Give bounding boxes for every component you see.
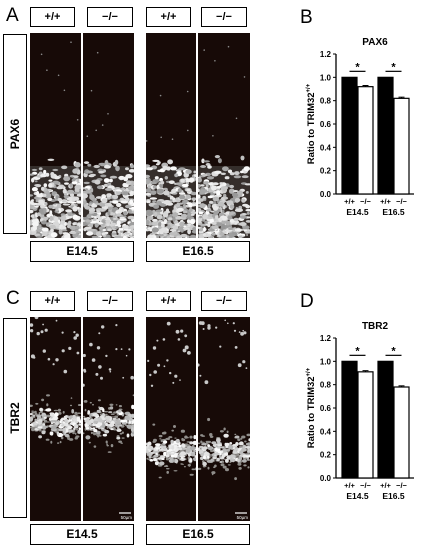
- significance-star: *: [355, 345, 360, 357]
- genotype-label-wt-e16: +/+: [146, 7, 191, 27]
- bar-label: +/+: [380, 481, 391, 490]
- significance-star: *: [391, 61, 396, 73]
- scale-bar-label: 50µm: [121, 232, 133, 237]
- bar-chart-pax6: PAX6 Ratio to TRIM32+/+ 0.0 0.2 0.4 0.6 0.8 1.0…: [306, 37, 414, 217]
- marker-label-tbr2: TBR2: [3, 318, 27, 518]
- bar-label: +/+: [344, 481, 355, 490]
- y-axis-label: Ratio to TRIM32+/+: [306, 83, 317, 164]
- y-tick-label: 0.2: [320, 167, 332, 176]
- y-axis-label: Ratio to TRIM32+/+: [306, 367, 317, 448]
- bar: [377, 360, 394, 479]
- micrograph-tbr2-wt-e14: [30, 317, 81, 521]
- bar: [341, 360, 358, 479]
- bar: [377, 76, 394, 195]
- panel-label-b: B: [300, 7, 313, 28]
- genotype-label-ko-e14: −/−: [87, 7, 133, 27]
- chart-title: TBR2: [362, 321, 389, 332]
- genotype-label-ko-e14: −/−: [87, 291, 133, 311]
- y-tick-label: 1.0: [320, 357, 332, 366]
- micrograph-tbr2-ko-e16: 50µm: [198, 317, 250, 521]
- y-tick-label: 1.2: [320, 50, 332, 59]
- micrograph-tbr2-ko-e14: 50µm: [83, 317, 134, 521]
- y-tick-label: 0.0: [320, 190, 332, 199]
- significance-star: *: [391, 345, 396, 357]
- scale-bar-label: 50µm: [237, 232, 249, 237]
- y-tick-label: 0.0: [320, 474, 332, 483]
- bar-label: +/+: [344, 197, 355, 206]
- scale-bar-label: 50µm: [237, 515, 249, 520]
- y-tick-label: 0.8: [320, 97, 332, 106]
- genotype-label-wt-e14: +/+: [30, 7, 75, 27]
- bar-label: −/−: [360, 481, 371, 490]
- y-tick-label: 0.4: [320, 143, 332, 152]
- y-tick-label: 0.6: [320, 404, 332, 413]
- chart-title: PAX6: [362, 37, 388, 48]
- significance-star: *: [355, 61, 360, 73]
- micrograph-pax6-wt-e14: [30, 33, 81, 238]
- genotype-label-wt-e16: +/+: [146, 291, 191, 311]
- age-label-e14: E14.5: [30, 524, 134, 545]
- micrograph-tbr2-wt-e16: [146, 317, 196, 521]
- micrograph-pax6-ko-e16: 50µm: [198, 33, 250, 238]
- genotype-label-wt-e14: +/+: [30, 291, 75, 311]
- micrograph-pax6-ko-e14: 50µm: [83, 33, 134, 238]
- bar: [341, 76, 358, 195]
- y-tick-label: 0.2: [320, 451, 332, 460]
- bar-chart-tbr2: TBR2 Ratio to TRIM32+/+ 0.0 0.2 0.4 0.6 0.8 1.0…: [306, 321, 414, 501]
- panel-label-a: A: [6, 5, 19, 26]
- group-label: E16.5: [382, 491, 404, 501]
- y-tick-label: 0.4: [320, 427, 332, 436]
- y-axis-label-superscript: +/+: [306, 83, 312, 92]
- age-label-e14: E14.5: [30, 241, 134, 262]
- group-label: E14.5: [346, 207, 368, 217]
- bar-label: −/−: [360, 197, 371, 206]
- genotype-label-ko-e16: −/−: [201, 291, 247, 311]
- age-label-e16: E16.5: [146, 241, 250, 262]
- genotype-label-ko-e16: −/−: [201, 7, 247, 27]
- micrograph-pax6-wt-e16: [146, 33, 196, 238]
- y-axis-label-superscript: +/+: [306, 367, 312, 376]
- bar: [357, 86, 374, 195]
- panel-label-c: C: [6, 288, 20, 309]
- bar-label: −/−: [396, 197, 407, 206]
- bar: [393, 97, 410, 195]
- bar: [357, 371, 374, 479]
- group-label: E14.5: [346, 491, 368, 501]
- marker-label-pax6: PAX6: [3, 34, 27, 234]
- y-tick-label: 0.6: [320, 120, 332, 129]
- bar-label: +/+: [380, 197, 391, 206]
- scale-bar-label: 50µm: [121, 515, 133, 520]
- age-label-e16: E16.5: [146, 524, 250, 545]
- bar-label: −/−: [396, 481, 407, 490]
- group-label: E16.5: [382, 207, 404, 217]
- y-tick-label: 0.8: [320, 381, 332, 390]
- bar: [393, 386, 410, 479]
- panel-label-d: D: [300, 291, 314, 312]
- y-tick-label: 1.0: [320, 73, 332, 82]
- y-tick-label: 1.2: [320, 334, 332, 343]
